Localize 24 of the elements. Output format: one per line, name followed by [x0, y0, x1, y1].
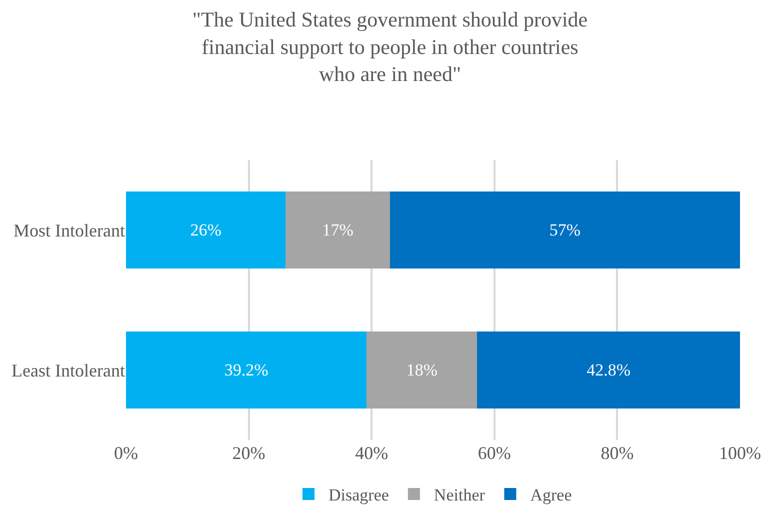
x-tick-label: 0% — [114, 443, 138, 463]
x-tick-label: 80% — [600, 443, 634, 463]
bar — [286, 192, 390, 268]
bar — [126, 332, 367, 408]
data-label: 26% — [190, 220, 222, 240]
bar — [366, 332, 478, 408]
bar — [477, 332, 740, 408]
x-tick-label: 20% — [232, 443, 266, 463]
chart-title: "The United States government should provide financial support to people in other countries who are in need" — [192, 8, 588, 86]
x-tick-label: 60% — [478, 443, 511, 463]
x-tick-label: 40% — [355, 443, 388, 463]
legend-label: Disagree — [328, 486, 389, 505]
bar — [390, 192, 740, 268]
y-tick-label: Least Intolerant — [12, 360, 125, 380]
bar — [126, 192, 286, 268]
y-tick-label: Most Intolerant — [14, 220, 125, 240]
data-label: 39.2% — [224, 360, 268, 380]
data-label: 42.8% — [586, 360, 631, 380]
data-label: 18% — [406, 360, 438, 380]
data-label: 57% — [549, 220, 581, 240]
x-tick-label: 100% — [719, 443, 761, 463]
data-label: 17% — [322, 220, 354, 240]
legend-label: Agree — [530, 486, 572, 505]
legend-label: Neither — [434, 486, 486, 505]
